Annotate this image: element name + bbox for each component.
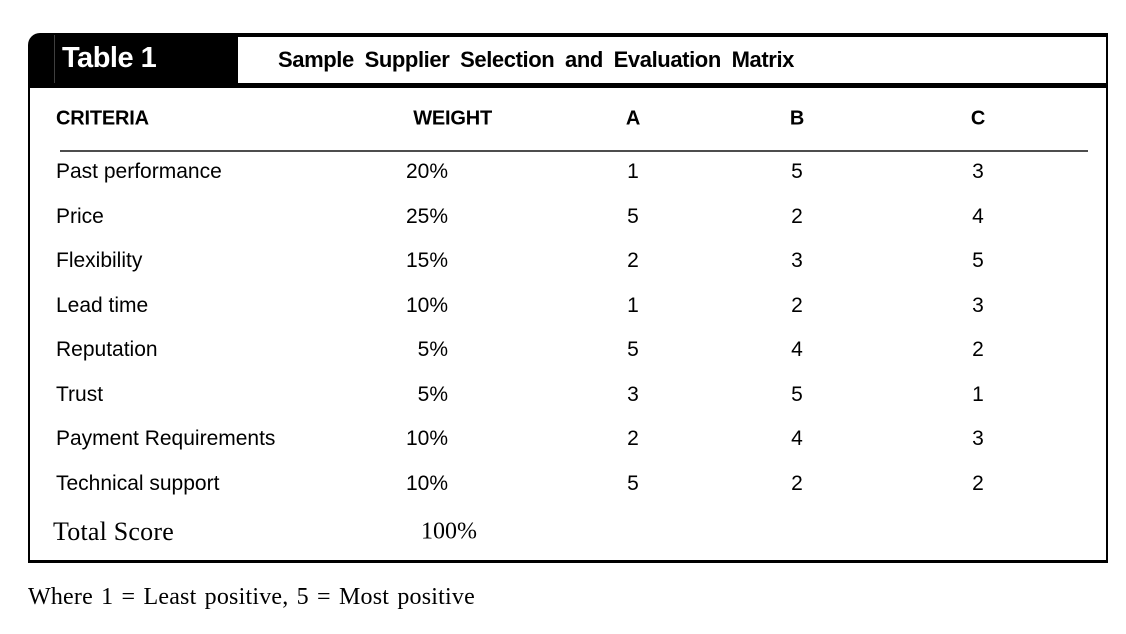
total-weight: 100%: [421, 518, 477, 544]
table-row: Trust 5% 3 5 1: [30, 373, 1106, 418]
table-number-tab: Table 1: [28, 33, 238, 83]
column-header-a: A: [625, 107, 641, 130]
table-row: Flexibility 15% 2 3 5: [30, 239, 1106, 284]
row-score-b: 4: [791, 427, 803, 451]
total-label: Total Score: [53, 516, 174, 546]
row-criteria: Reputation: [56, 338, 158, 362]
row-score-a: 1: [627, 160, 639, 184]
tab-notch-divider: [54, 35, 55, 83]
row-score-a: 2: [627, 427, 639, 451]
header-underline: [60, 150, 1088, 152]
row-criteria: Trust: [56, 382, 104, 406]
row-score-a: 5: [627, 338, 639, 362]
table-row: Technical support 10% 5 2 2: [30, 462, 1106, 507]
column-header-criteria: CRITERIA: [56, 107, 149, 130]
row-score-b: 4: [791, 338, 803, 362]
row-weight: 10%: [405, 427, 448, 451]
row-score-a: 2: [627, 249, 639, 273]
row-criteria: Price: [56, 204, 104, 228]
row-criteria: Past performance: [56, 160, 222, 184]
row-score-c: 4: [972, 204, 984, 228]
row-weight: 20%: [405, 160, 448, 184]
row-score-a: 3: [627, 382, 639, 406]
row-weight: 5%: [417, 382, 448, 406]
table-row: Past performance 20% 1 5 3: [30, 150, 1106, 195]
column-header-row: CRITERIA WEIGHT A B C: [30, 88, 1106, 150]
row-weight: 10%: [405, 293, 448, 317]
table-header-band: Table 1 Sample Supplier Selection and Ev…: [28, 33, 1108, 83]
footnote: Where 1 = Least positive, 5 = Most posit…: [28, 584, 475, 610]
row-score-a: 1: [627, 293, 639, 317]
row-score-a: 5: [627, 204, 639, 228]
row-criteria: Lead time: [56, 293, 149, 317]
row-score-b: 2: [791, 204, 803, 228]
table-row: Price 25% 5 2 4: [30, 195, 1106, 240]
row-weight: 10%: [405, 471, 448, 495]
row-weight: 25%: [405, 204, 448, 228]
row-score-c: 2: [972, 471, 984, 495]
row-score-c: 3: [972, 160, 984, 184]
column-header-c: C: [970, 107, 986, 130]
table-row: Reputation 5% 5 4 2: [30, 328, 1106, 373]
table-row: Payment Requirements 10% 2 4 3: [30, 417, 1106, 462]
row-score-b: 5: [791, 382, 803, 406]
row-score-c: 5: [972, 249, 984, 273]
table-body: CRITERIA WEIGHT A B C Past performance 2…: [28, 88, 1108, 563]
row-score-b: 2: [791, 293, 803, 317]
band-bottom-rule: [28, 83, 1108, 88]
supplier-evaluation-table: Table 1 Sample Supplier Selection and Ev…: [28, 33, 1108, 563]
row-criteria: Technical support: [56, 471, 220, 495]
table-title: Sample Supplier Selection and Evaluation…: [278, 47, 794, 72]
row-score-b: 3: [791, 249, 803, 273]
table-row: Lead time 10% 1 2 3: [30, 284, 1106, 329]
row-criteria: Payment Requirements: [56, 427, 276, 451]
row-weight: 5%: [417, 338, 448, 362]
row-score-a: 5: [627, 471, 639, 495]
row-score-b: 2: [791, 471, 803, 495]
row-score-c: 3: [972, 293, 984, 317]
total-row: Total Score 100%: [30, 506, 1106, 557]
row-score-c: 2: [972, 338, 984, 362]
table-number-label: Table 1: [62, 41, 157, 74]
table-title-area: Sample Supplier Selection and Evaluation…: [238, 33, 1108, 83]
column-header-b: B: [789, 107, 805, 130]
row-score-c: 3: [972, 427, 984, 451]
column-header-weight: WEIGHT: [413, 107, 492, 130]
row-score-c: 1: [972, 382, 984, 406]
row-score-b: 5: [791, 160, 803, 184]
row-weight: 15%: [405, 249, 448, 273]
row-criteria: Flexibility: [56, 249, 143, 273]
